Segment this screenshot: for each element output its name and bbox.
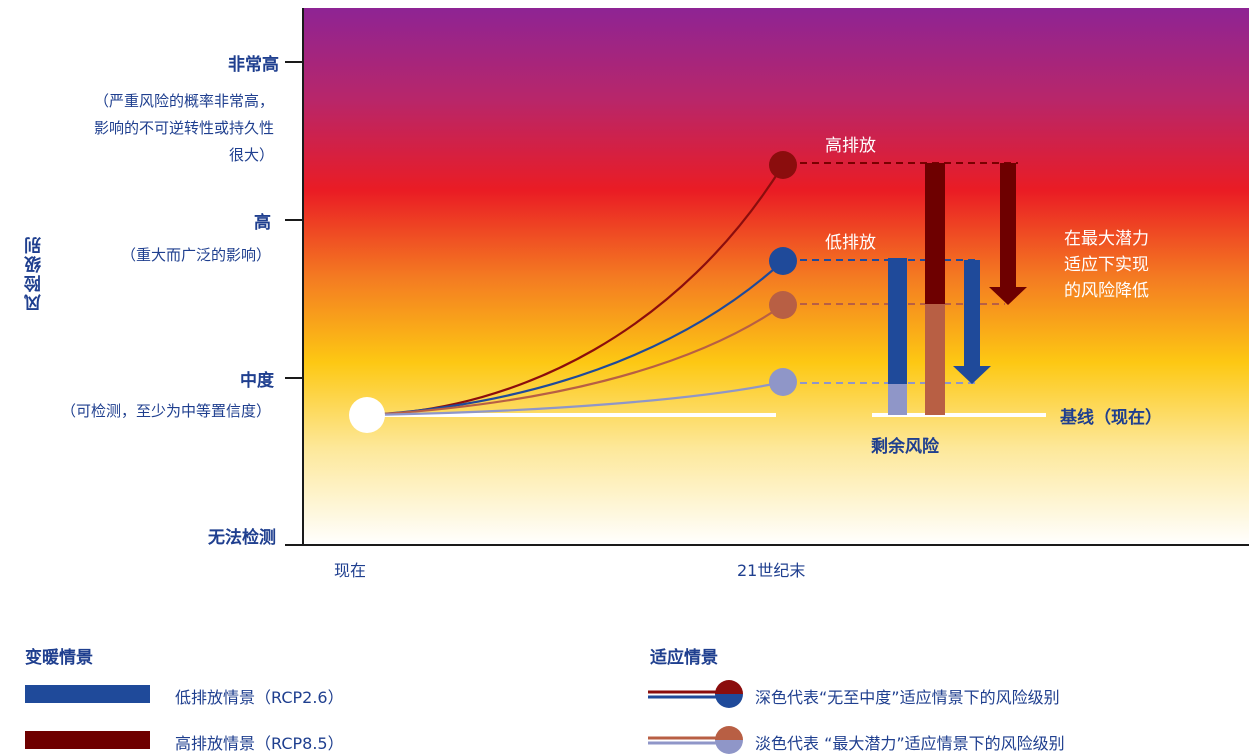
high-emission-end-marker: [769, 151, 797, 179]
level-very-high-desc-2: 影响的不可逆转性或持久性: [93, 119, 274, 137]
level-medium: 中度: [240, 371, 274, 391]
high-emission-label: 高排放: [825, 136, 876, 156]
legend-dark-adapt-icon: [648, 680, 743, 708]
level-very-high: 非常高: [228, 55, 279, 75]
risk-gradient-background: [303, 8, 1249, 545]
level-high-desc: （重大而广泛的影响）: [120, 246, 271, 264]
legend-high-emission-swatch: [25, 731, 150, 749]
baseline-label: 基线（现在）: [1060, 408, 1162, 428]
y-axis-title: 风险级别: [25, 235, 45, 311]
present-start-marker: [349, 397, 385, 433]
high-reduction-arrow-shaft: [1000, 163, 1016, 288]
legend-high-emission-label: 高排放情景（RCP8.5）: [175, 734, 344, 753]
legend-adapt-title: 适应情景: [650, 648, 718, 668]
low-emission-bar-light: [888, 384, 907, 415]
legend-low-emission-swatch: [25, 685, 150, 703]
high-emission-bar-light: [925, 304, 945, 415]
legend-warming-title: 变暖情景: [25, 648, 93, 668]
low-reduction-arrow-head: [953, 366, 991, 384]
level-very-high-desc-3: 很大）: [228, 146, 274, 164]
level-undetectable: 无法检测: [208, 528, 276, 548]
x-label-end-century: 21世纪末: [737, 561, 806, 580]
x-label-present: 现在: [334, 561, 367, 580]
high-emission-adapted-curve: [366, 304, 784, 417]
reduction-note-1: 在最大潜力: [1064, 229, 1149, 249]
legend-light-adapt-label: 淡色代表 “最大潜力”适应情景下的风险级别: [755, 734, 1065, 753]
high-adapted-end-marker: [769, 291, 797, 319]
reduction-note-2: 适应下实现: [1064, 255, 1149, 275]
level-high: 高: [254, 213, 271, 233]
legend-low-emission-label: 低排放情景（RCP2.6）: [175, 688, 344, 707]
low-emission-bar-dark: [888, 258, 907, 384]
level-very-high-desc-1: （严重风险的概率非常高，: [93, 92, 274, 110]
high-emission-bar-dark: [925, 163, 945, 304]
low-reduction-arrow-shaft: [964, 260, 980, 367]
low-emission-curve: [366, 260, 784, 417]
low-emission-end-marker: [769, 247, 797, 275]
level-medium-desc: （可检测，至少为中等置信度）: [60, 402, 271, 420]
low-adapted-end-marker: [769, 368, 797, 396]
residual-risk-label: 剩余风险: [871, 437, 939, 457]
legend-dark-adapt-label: 深色代表“无至中度”适应情景下的风险级别: [755, 688, 1060, 707]
reduction-note-3: 的风险降低: [1064, 281, 1149, 301]
high-reduction-arrow-head: [989, 287, 1027, 305]
low-emission-label: 低排放: [825, 233, 876, 253]
low-emission-adapted-curve: [366, 380, 784, 417]
legend-light-adapt-icon: [648, 726, 743, 754]
